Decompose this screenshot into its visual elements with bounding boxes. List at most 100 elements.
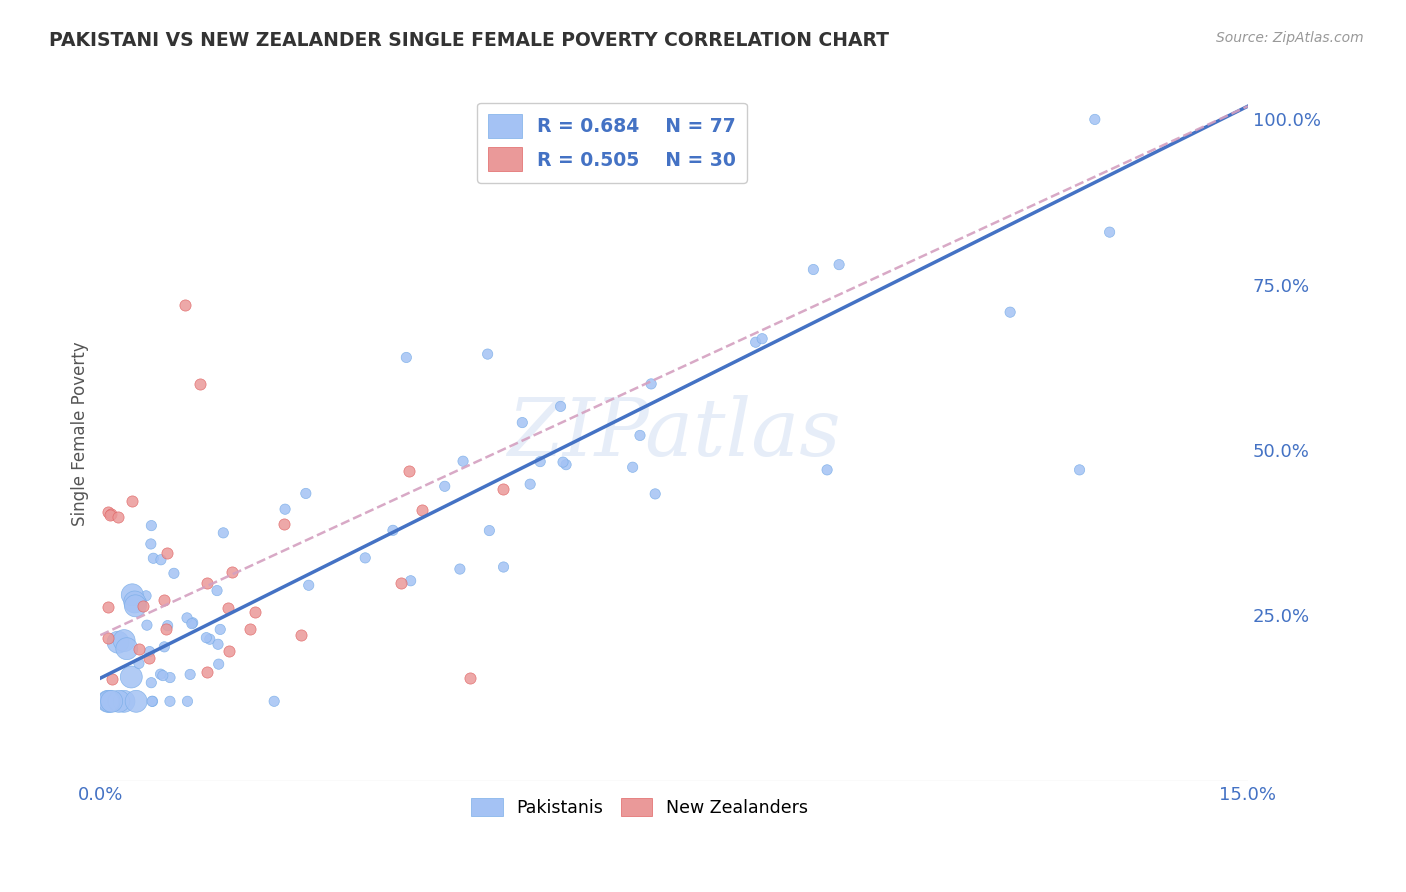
Point — [159, 694, 181, 708]
Point — [107, 635, 129, 649]
Point — [221, 566, 243, 580]
Point — [828, 258, 851, 272]
Point — [149, 667, 172, 681]
Point — [163, 566, 186, 581]
Point — [208, 657, 231, 672]
Point — [198, 632, 221, 647]
Point — [155, 622, 177, 636]
Point — [121, 588, 143, 602]
Point — [433, 479, 456, 493]
Point — [478, 524, 501, 538]
Point — [205, 583, 228, 598]
Point — [628, 428, 651, 442]
Point — [381, 524, 404, 538]
Point — [112, 633, 135, 648]
Point — [141, 518, 163, 533]
Text: ZIPatlas: ZIPatlas — [508, 395, 841, 472]
Text: PAKISTANI VS NEW ZEALANDER SINGLE FEMALE POVERTY CORRELATION CHART: PAKISTANI VS NEW ZEALANDER SINGLE FEMALE… — [49, 31, 889, 50]
Point — [458, 672, 481, 686]
Point — [141, 675, 163, 690]
Point — [644, 487, 666, 501]
Point — [195, 665, 218, 680]
Point — [451, 454, 474, 468]
Point — [131, 599, 153, 613]
Point — [209, 623, 232, 637]
Point — [510, 416, 533, 430]
Point — [217, 601, 239, 615]
Point — [218, 643, 240, 657]
Point — [389, 575, 412, 590]
Point — [274, 502, 297, 516]
Point — [100, 694, 122, 708]
Point — [188, 376, 211, 391]
Point — [135, 589, 157, 603]
Point — [195, 631, 218, 645]
Point — [449, 562, 471, 576]
Point — [149, 553, 172, 567]
Point — [1098, 225, 1121, 239]
Point — [180, 616, 202, 631]
Point — [176, 611, 198, 625]
Legend: Pakistanis, New Zealanders: Pakistanis, New Zealanders — [464, 791, 815, 824]
Point — [131, 595, 153, 609]
Point — [263, 694, 285, 708]
Point — [142, 551, 165, 566]
Point — [108, 694, 131, 708]
Point — [124, 595, 146, 609]
Point — [492, 560, 515, 574]
Point — [551, 455, 574, 469]
Point — [107, 510, 129, 524]
Point — [152, 593, 174, 607]
Point — [153, 640, 176, 654]
Point — [239, 622, 262, 636]
Point — [290, 628, 312, 642]
Point — [815, 463, 838, 477]
Point — [621, 460, 644, 475]
Point — [156, 546, 179, 560]
Point — [744, 335, 766, 350]
Point — [120, 670, 142, 684]
Point — [159, 671, 181, 685]
Point — [136, 618, 159, 632]
Point — [295, 486, 318, 500]
Point — [128, 642, 150, 657]
Point — [245, 605, 267, 619]
Point — [176, 694, 198, 708]
Point — [207, 637, 229, 651]
Point — [273, 516, 295, 531]
Point — [100, 672, 122, 686]
Point — [128, 657, 150, 671]
Point — [195, 576, 218, 591]
Point — [138, 650, 160, 665]
Point — [399, 574, 422, 588]
Point — [121, 493, 143, 508]
Point — [112, 694, 135, 708]
Point — [97, 631, 120, 645]
Point — [98, 694, 121, 708]
Point — [179, 667, 201, 681]
Point — [640, 376, 662, 391]
Point — [152, 668, 174, 682]
Point — [529, 454, 551, 468]
Point — [115, 641, 138, 656]
Point — [142, 694, 165, 708]
Point — [97, 694, 120, 708]
Point — [519, 477, 541, 491]
Point — [212, 525, 235, 540]
Point — [477, 347, 499, 361]
Point — [97, 505, 120, 519]
Point — [125, 694, 148, 708]
Point — [97, 600, 120, 615]
Point — [1084, 112, 1107, 127]
Point — [298, 578, 321, 592]
Text: Source: ZipAtlas.com: Source: ZipAtlas.com — [1216, 31, 1364, 45]
Point — [138, 644, 160, 658]
Point — [398, 464, 420, 478]
Point — [354, 550, 377, 565]
Point — [550, 400, 572, 414]
Point — [395, 351, 418, 365]
Point — [555, 458, 578, 472]
Point — [998, 305, 1021, 319]
Point — [1069, 463, 1091, 477]
Point — [124, 599, 146, 613]
